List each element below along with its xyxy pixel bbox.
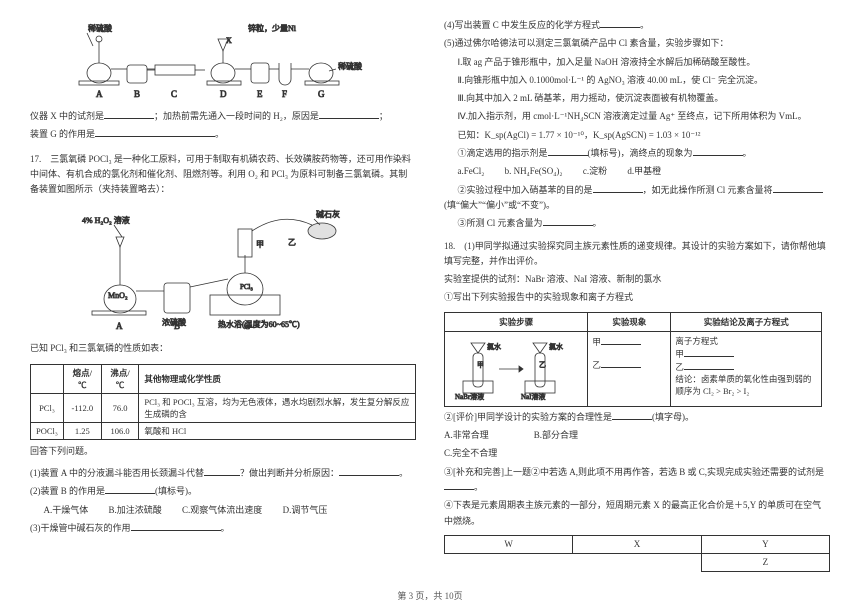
svg-text:F: F <box>282 89 287 99</box>
step-3: Ⅲ.向其中加入 2 mL 硝基苯，用力摇动，使沉淀表面被有机物覆盖。 <box>444 91 830 106</box>
answer-intro: 回答下列问题。 <box>30 444 416 459</box>
fig1-label-dilute-acid-left: 稀硫酸 <box>88 23 112 33</box>
q17-4: (4)写出装置 C 中发生反应的化学方程式。 <box>444 18 830 33</box>
known-ksp: 已知：K_sp(AgCl) = 1.77 × 10⁻¹⁰，K_sp(AgSCN)… <box>444 128 830 143</box>
eval-option-a: A.非常合理 B.部分合理 <box>444 428 830 443</box>
step-4: Ⅳ.加入指示剂，用 cmol·L⁻¹NH₄SCN 溶液滴定过量 Ag⁺ 至终点，… <box>444 109 830 124</box>
svg-text:E: E <box>257 89 263 99</box>
svg-text:G: G <box>318 89 325 99</box>
experiment-table: 实验步骤 实验现象 实验结论及离子方程式 氯水 甲 NaBr溶液 <box>444 312 822 407</box>
exp-diagram: 氯水 甲 NaBr溶液 氯水 乙 NaI溶液 <box>449 335 579 401</box>
svg-text:C: C <box>244 321 250 331</box>
apparatus-figure-1: 稀硫酸 锌粒，少量Ni <box>30 21 416 103</box>
svg-text:C: C <box>171 89 177 99</box>
svg-text:A: A <box>116 321 123 331</box>
fig2-h2o2-label: 4% H₂O₂ 溶液 <box>82 215 130 225</box>
indicator-options: a.FeCl₂ b. NH₄Fe(SO₄)₂ c.淀粉 d.甲基橙 <box>444 164 830 179</box>
svg-text:B: B <box>134 89 140 99</box>
circled-1: ①滴定选用的指示剂是(填标号)，滴终点的现象为。 <box>444 146 830 161</box>
svg-text:氯水: 氯水 <box>487 342 501 351</box>
svg-text:X: X <box>226 36 232 45</box>
q17-1: (1)装置 A 中的分液漏斗能否用长颈漏斗代替？做出判断并分析原因：。 <box>30 466 416 481</box>
svg-text:甲: 甲 <box>477 361 484 369</box>
svg-text:NaBr溶液: NaBr溶液 <box>455 392 484 401</box>
fig1-label-zn-ni: 锌粒，少量Ni <box>248 23 297 33</box>
q18-sub1: ①写出下列实验报告中的实验现象和离子方程式 <box>444 290 830 305</box>
circled-3: ③所测 Cl 元素含量为。 <box>444 216 830 231</box>
q18-sub3: ③[补充和完善]上一题②中若选 A,则此项不用再作答，若选 B 或 C,实现完成… <box>444 465 830 496</box>
svg-text:氯水: 氯水 <box>549 342 563 351</box>
q17-3: (3)干燥管中碱石灰的作用。 <box>30 521 416 536</box>
svg-text:乙: 乙 <box>539 361 546 369</box>
fig1-label-dilute-acid-right: 稀硫酸 <box>338 61 362 71</box>
svg-text:B: B <box>174 321 180 331</box>
page-footer: 第 3 页，共 10页 <box>0 589 860 602</box>
fig2-yi-label: 乙 <box>288 238 296 247</box>
svg-text:D: D <box>220 89 227 99</box>
q17-2: (2)装置 B 的作用是(填标号)。 <box>30 484 416 499</box>
step-2: Ⅱ.向锥形瓶中加入 0.1000mol·L⁻¹ 的 AgNO₃ 溶液 40.00… <box>444 73 830 88</box>
fig2-shihui-label: 碱石灰 <box>316 209 340 219</box>
fig2-pcl3-label: PCl₃ <box>240 283 254 291</box>
svg-text:NaI溶液: NaI溶液 <box>521 392 546 401</box>
apparatus-figure-2: 4% H₂O₂ 溶液 MnO₂ 浓硫酸 <box>30 203 416 335</box>
q18-eval: ②[评价]甲同学设计的实验方案的合理性是(填字母)。 <box>444 410 830 425</box>
fig2-jia-label: 甲 <box>256 240 264 249</box>
q17-2-options: A.干燥气体 B.加注浓硫酸 C.观察气体流出速度 D.调节气压 <box>30 503 416 518</box>
svg-text:A: A <box>96 89 103 99</box>
fig2-bath-label: 热水浴(温度为60~65℃) <box>218 319 300 329</box>
q17-5-lead: (5)通过佛尔哈德法可以测定三氯氧磷产品中 Cl 素含量，实验步骤如下： <box>444 36 830 51</box>
q17-lead: 17. 三氯氧磷 POCl₃ 是一种化工原料，可用于制取有机磷农药、长效磺胺药物… <box>30 152 416 198</box>
q18-sub4-intro: ④下表是元素周期表主族元素的一部分，短周期元素 X 的最高正化合价是＋5,Y 的… <box>444 498 830 529</box>
q18-lead: 18. (1)甲同学拟通过实验探究同主族元素性质的递变规律。其设计的实验方案如下… <box>444 239 830 270</box>
q18-reagents: 实验室提供的试剂：NaBr 溶液、NaI 溶液、新制的氯水 <box>444 272 830 287</box>
line-instrument-x: 仪器 X 中的试剂是；加热前需先通入一段时间的 H₂，原因是； <box>30 109 416 124</box>
circled-2: ②实验过程中加入硝基苯的目的是，如无此操作所测 Cl 元素含量将(填“偏大”“偏… <box>444 183 830 214</box>
fig2-mno2-label: MnO₂ <box>108 291 128 300</box>
table1-intro: 已知 PCl₃ 和三氯氧磷的性质如表： <box>30 341 416 356</box>
line-device-g: 装置 G 的作用是。 <box>30 127 416 142</box>
periodic-grid: W X Y Z <box>444 535 830 572</box>
properties-table: 熔点/℃ 沸点/℃ 其他物理或化学性质 PCl₃ -112.0 76.0 PCl… <box>30 364 416 440</box>
eval-option-c: C.完全不合理 <box>444 446 830 461</box>
step-1: Ⅰ.取 ag 产品于锥形瓶中，加入足量 NaOH 溶液持全水解后加稀硝酸至酸性。 <box>444 55 830 70</box>
